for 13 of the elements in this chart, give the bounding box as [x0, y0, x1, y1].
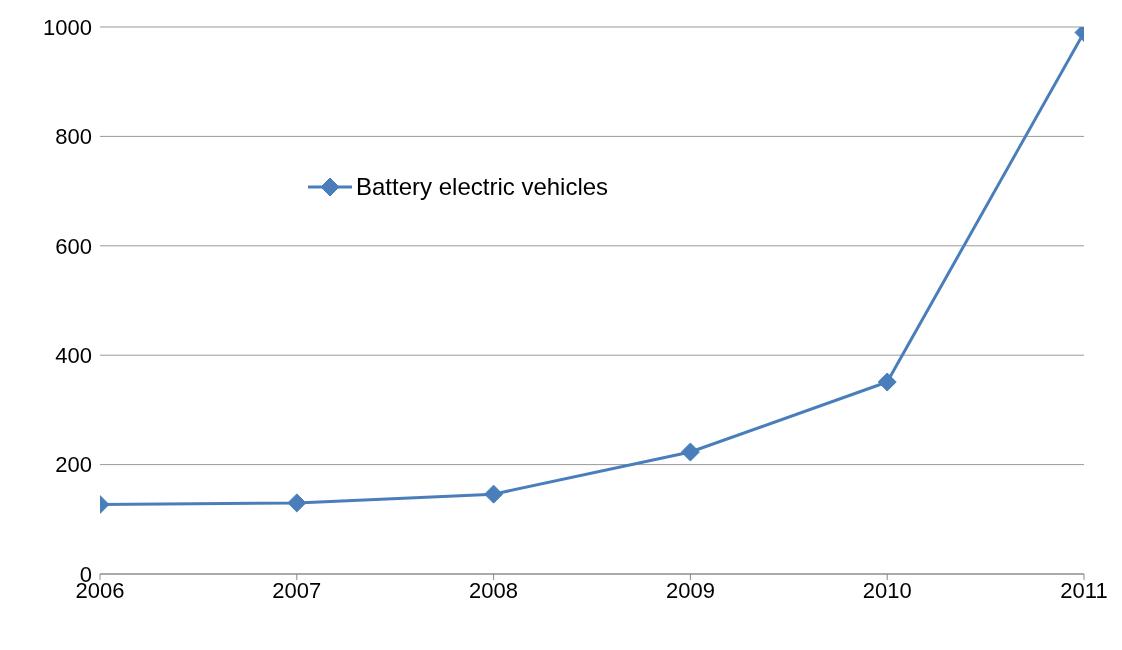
x-tick-label: 2008 — [469, 577, 519, 603]
y-tick-label: 400 — [55, 343, 92, 369]
point — [680, 442, 700, 462]
x-tick-label: 2009 — [665, 577, 715, 603]
point — [484, 484, 504, 504]
x-tick-label: 2010 — [862, 577, 912, 603]
y-tick-label: 800 — [55, 124, 92, 150]
y-tick-label: 1000 — [43, 14, 92, 40]
y-tick-label: 200 — [55, 452, 92, 478]
legend-label: Battery electric vehicles — [356, 173, 609, 201]
y-tick-label: 600 — [55, 233, 92, 259]
x-tick-label: 2011 — [1060, 577, 1108, 603]
x-tick-label: 2007 — [272, 577, 322, 603]
